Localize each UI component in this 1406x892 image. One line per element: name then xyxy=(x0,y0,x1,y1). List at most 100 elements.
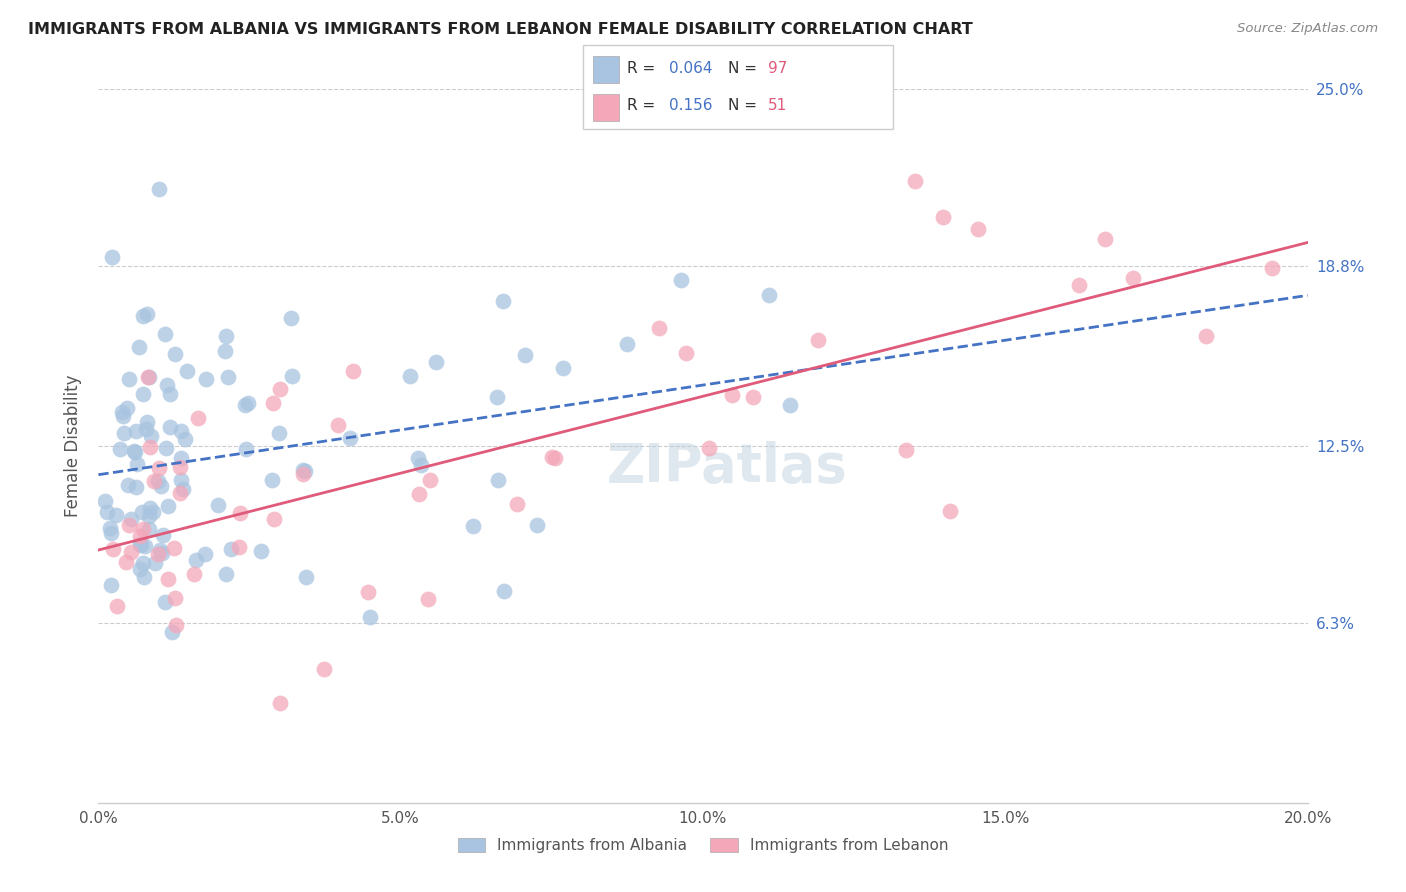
Point xyxy=(280,311,302,326)
Point xyxy=(132,570,155,584)
Point xyxy=(162,624,184,639)
Point xyxy=(339,431,361,445)
Point xyxy=(215,567,238,582)
Point xyxy=(173,432,195,446)
Point xyxy=(96,505,118,519)
Point xyxy=(124,445,146,459)
Text: IMMIGRANTS FROM ALBANIA VS IMMIGRANTS FROM LEBANON FEMALE DISABILITY CORRELATION: IMMIGRANTS FROM ALBANIA VS IMMIGRANTS FR… xyxy=(28,22,973,37)
Point xyxy=(541,450,564,465)
Point xyxy=(115,555,138,569)
Text: ZIPatlas: ZIPatlas xyxy=(607,442,848,493)
Point xyxy=(807,333,830,347)
Point xyxy=(169,459,191,474)
Point xyxy=(408,487,430,501)
Point xyxy=(648,321,671,335)
Point xyxy=(1122,271,1144,285)
Point xyxy=(149,543,172,558)
Point xyxy=(932,211,955,225)
Point xyxy=(269,382,291,396)
Point xyxy=(142,474,165,488)
Point xyxy=(486,473,509,487)
Point xyxy=(904,173,927,187)
Point xyxy=(170,473,193,487)
Point xyxy=(233,398,256,412)
Point xyxy=(146,547,169,561)
Point xyxy=(966,222,988,236)
Point xyxy=(163,541,186,555)
Point xyxy=(100,578,122,592)
Point xyxy=(138,523,160,537)
Point xyxy=(100,526,122,541)
Point xyxy=(155,595,177,609)
Point xyxy=(269,696,291,710)
Point xyxy=(217,370,239,384)
Point xyxy=(236,396,259,410)
Text: 0.156: 0.156 xyxy=(669,98,713,113)
Point xyxy=(215,328,238,343)
Point xyxy=(207,499,229,513)
Point xyxy=(187,410,209,425)
Point xyxy=(104,508,127,522)
Point xyxy=(360,610,382,624)
Point xyxy=(111,409,134,424)
Point xyxy=(260,473,283,487)
Point xyxy=(93,494,115,508)
Point xyxy=(506,497,529,511)
Point xyxy=(419,474,441,488)
Point xyxy=(249,543,271,558)
Point xyxy=(156,499,179,513)
Point xyxy=(411,458,433,472)
Point xyxy=(214,343,236,358)
Point xyxy=(292,467,315,482)
Point xyxy=(675,346,697,360)
Point xyxy=(125,458,148,472)
Point xyxy=(148,182,170,196)
Point xyxy=(118,517,141,532)
Point xyxy=(156,377,179,392)
Point xyxy=(172,482,194,496)
Point xyxy=(139,429,162,443)
Point xyxy=(152,527,174,541)
Point xyxy=(176,364,198,378)
Point xyxy=(150,479,173,493)
Point xyxy=(101,250,124,264)
Point xyxy=(132,556,155,570)
Point xyxy=(128,340,150,354)
Point xyxy=(111,404,134,418)
Text: N =: N = xyxy=(728,98,758,113)
Text: Source: ZipAtlas.com: Source: ZipAtlas.com xyxy=(1237,22,1378,36)
Point xyxy=(741,390,763,404)
Point xyxy=(120,512,142,526)
Point xyxy=(135,422,157,436)
Point xyxy=(416,592,439,607)
Point xyxy=(399,368,422,383)
Point xyxy=(134,539,156,553)
Point xyxy=(120,545,142,559)
Point xyxy=(132,522,155,536)
Point xyxy=(132,309,155,323)
Point xyxy=(135,307,157,321)
Point xyxy=(342,364,364,378)
Point xyxy=(938,503,960,517)
Point xyxy=(263,512,285,526)
Point xyxy=(128,562,150,576)
Text: 51: 51 xyxy=(768,98,787,113)
Point xyxy=(157,572,180,586)
Point xyxy=(292,462,315,476)
Point xyxy=(486,390,509,404)
Point xyxy=(129,536,152,550)
Point xyxy=(135,416,157,430)
Text: N =: N = xyxy=(728,61,758,76)
Point xyxy=(136,370,159,384)
Point xyxy=(170,451,193,466)
Point xyxy=(1260,261,1282,276)
Text: R =: R = xyxy=(627,61,655,76)
Point xyxy=(1094,232,1116,246)
Point xyxy=(294,570,316,584)
Point xyxy=(118,371,141,385)
Legend: Immigrants from Albania, Immigrants from Lebanon: Immigrants from Albania, Immigrants from… xyxy=(451,832,955,859)
Point xyxy=(697,441,720,455)
Point xyxy=(229,506,252,520)
Point xyxy=(101,542,124,557)
Point xyxy=(219,541,242,556)
